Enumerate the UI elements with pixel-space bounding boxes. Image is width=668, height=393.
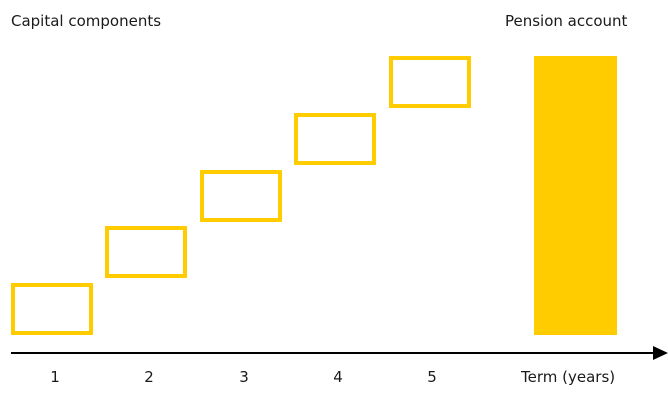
capital-component-box-1 [11,283,93,335]
capital-component-box-5 [389,56,471,108]
axis-label: Term (years) [521,368,616,386]
axis-tick-5: 5 [427,368,437,386]
axis-tick-2: 2 [144,368,154,386]
capital-component-box-2 [105,226,187,278]
axis-tick-3: 3 [239,368,249,386]
capital-component-box-3 [200,170,282,222]
axis-tick-1: 1 [50,368,60,386]
capital-component-box-4 [294,113,376,165]
axis-arrow-icon [653,346,668,360]
pension-account-bar [534,56,617,335]
axis-tick-4: 4 [333,368,343,386]
capital-components-title: Capital components [11,12,162,30]
pension-account-title: Pension account [505,12,628,30]
